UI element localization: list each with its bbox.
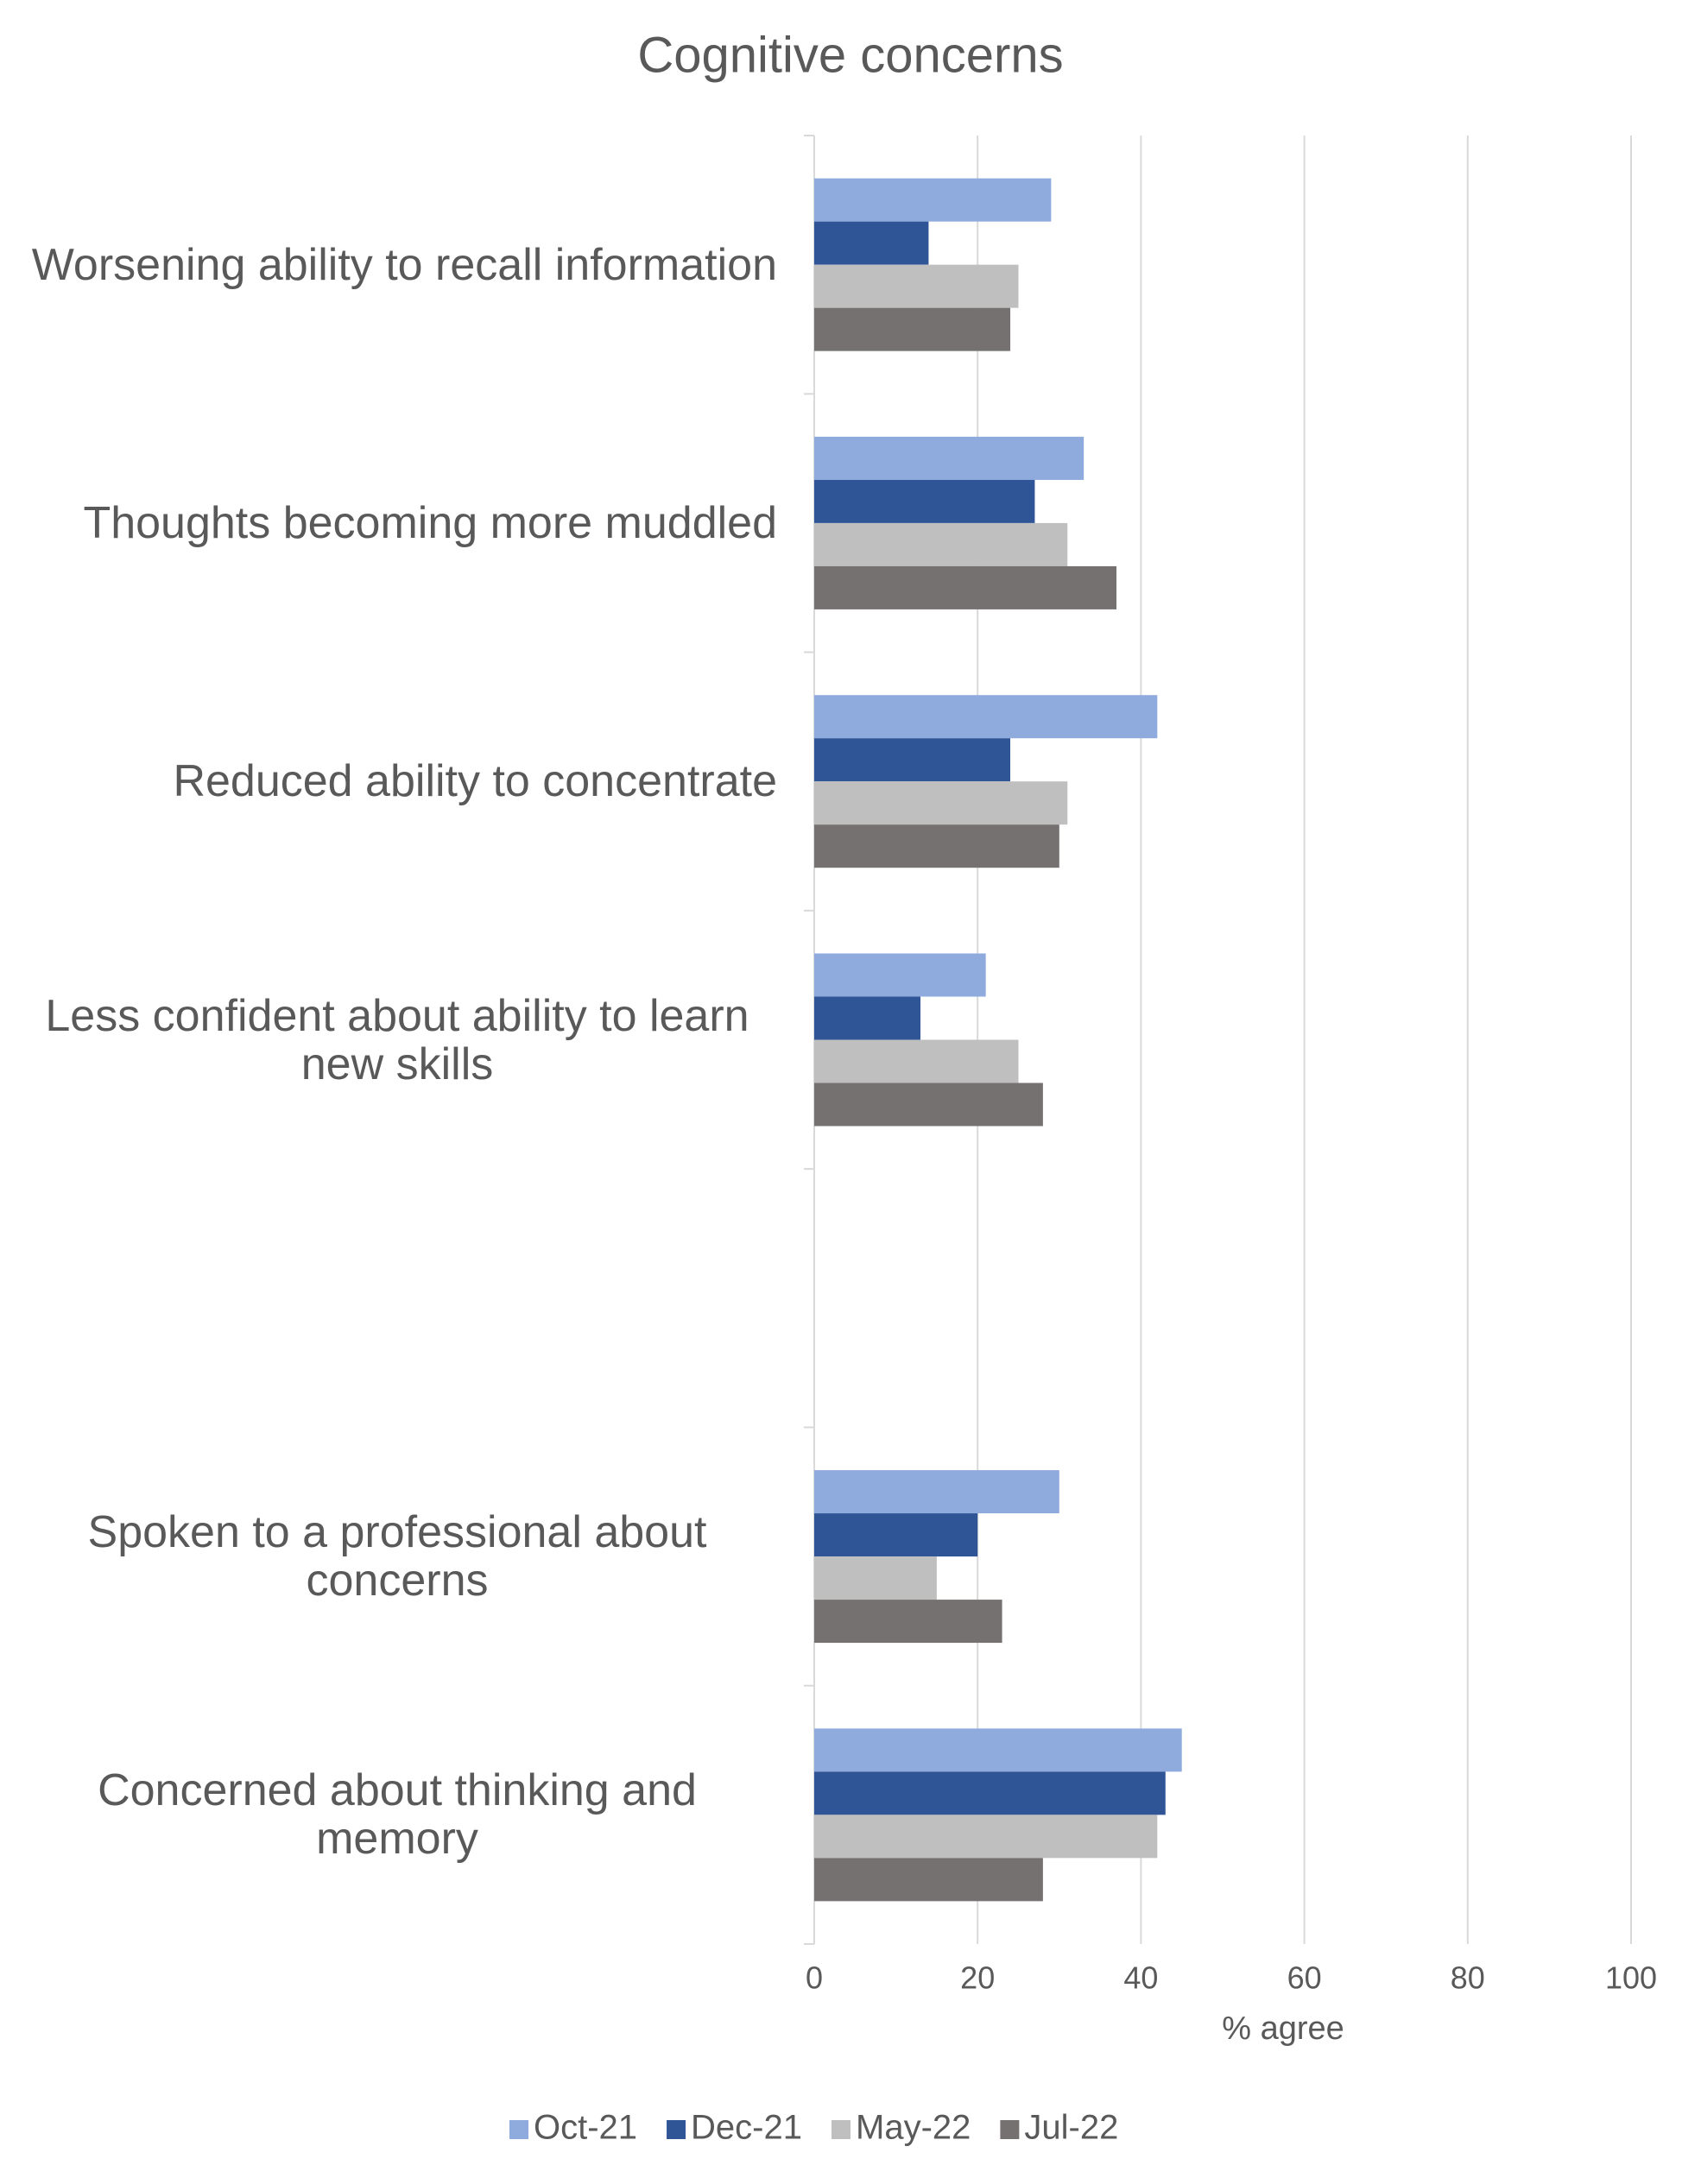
bar xyxy=(814,996,920,1040)
legend-label: Dec-21 xyxy=(691,2109,802,2147)
bar xyxy=(814,695,1158,739)
bar xyxy=(814,738,1011,782)
x-axis-label: % agree xyxy=(1222,2010,1344,2047)
legend-label: Jul-22 xyxy=(1024,2109,1118,2147)
bar xyxy=(814,178,1052,222)
bar xyxy=(814,1771,1166,1815)
bar xyxy=(814,1600,1002,1644)
category-label-box: Worsening ability to recall information xyxy=(17,213,777,317)
category-label-box: Thoughts becoming more muddled xyxy=(17,471,777,575)
bar xyxy=(814,565,1117,609)
x-tick-label: 60 xyxy=(1287,1960,1322,1996)
bar xyxy=(814,1815,1158,1859)
y-tick-label: Spoken to a professional about concerns xyxy=(87,1507,707,1606)
legend-swatch xyxy=(832,2120,850,2139)
bar xyxy=(814,824,1059,868)
y-tick-label: Less confident about ability to learn ne… xyxy=(45,990,749,1089)
category-label-box: Reduced ability to concentrate xyxy=(17,729,777,833)
category-label-box: Less confident about ability to learn ne… xyxy=(17,988,777,1092)
bar xyxy=(814,1470,1059,1514)
x-tick-label: 40 xyxy=(1123,1960,1158,1996)
bar xyxy=(814,307,1011,351)
bar xyxy=(814,953,986,997)
bar xyxy=(814,221,929,265)
bar xyxy=(814,1556,937,1600)
bar xyxy=(814,1083,1043,1127)
bar xyxy=(814,1858,1043,1902)
bar xyxy=(814,1728,1182,1772)
chart-title: Cognitive concerns xyxy=(637,27,1063,83)
legend-label: Oct-21 xyxy=(534,2109,637,2147)
bar xyxy=(814,436,1084,480)
y-tick-label: Reduced ability to concentrate xyxy=(173,756,777,807)
bar xyxy=(814,1513,978,1557)
bar xyxy=(814,264,1019,308)
x-tick-label: 80 xyxy=(1451,1960,1485,1996)
legend-swatch xyxy=(1000,2120,1020,2139)
y-tick-label: Thoughts becoming more muddled xyxy=(83,497,777,548)
category-label-box: Spoken to a professional about concerns xyxy=(17,1505,777,1608)
legend-label: May-22 xyxy=(856,2109,971,2147)
legend: Oct-21 Dec-21 May-22 Jul-22 xyxy=(509,2109,1118,2147)
legend-swatch xyxy=(509,2120,528,2139)
y-tick-label: Worsening ability to recall information xyxy=(31,239,777,290)
bar xyxy=(814,479,1035,523)
bar xyxy=(814,781,1068,825)
x-tick-label: 100 xyxy=(1605,1960,1657,1996)
category-label-box: Concerned about thinking and memory xyxy=(17,1763,777,1866)
legend-swatch xyxy=(667,2120,686,2139)
x-tick-label: 20 xyxy=(960,1960,995,1996)
bar xyxy=(814,1039,1019,1083)
bar xyxy=(814,522,1068,566)
y-tick-label: Concerned about thinking and memory xyxy=(98,1765,697,1865)
x-tick-label: 0 xyxy=(806,1960,823,1996)
